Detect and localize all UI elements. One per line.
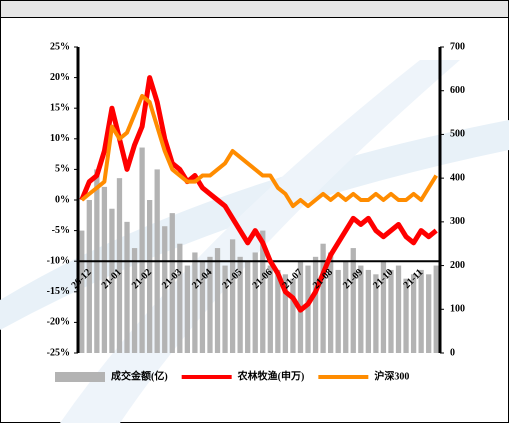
bar — [343, 261, 349, 353]
y2-tick-label: 400 — [450, 172, 465, 183]
y-tick-label: -10% — [47, 255, 70, 266]
legend-swatch — [55, 372, 105, 382]
bar — [426, 274, 432, 353]
bar — [162, 226, 168, 353]
bar — [109, 208, 115, 353]
y-tick-label: 10% — [50, 133, 70, 144]
legend-label: 成交金额(亿) — [111, 369, 168, 382]
bar — [222, 265, 228, 353]
y2-tick-label: 100 — [450, 304, 465, 315]
bar — [116, 178, 123, 353]
bar — [410, 274, 417, 353]
bar — [147, 200, 153, 353]
bar — [282, 274, 289, 353]
bar — [290, 278, 296, 353]
y2-tick-label: 600 — [450, 85, 465, 96]
bar — [365, 269, 371, 353]
y-tick-label: -15% — [47, 286, 70, 297]
line — [79, 75, 438, 313]
bar — [395, 265, 402, 353]
bar — [418, 269, 424, 353]
bar — [335, 269, 341, 353]
y-tick-label: 0% — [55, 194, 70, 205]
bar — [124, 221, 130, 353]
y-tick-label: 15% — [50, 102, 70, 113]
bar — [320, 243, 326, 353]
bar — [192, 252, 198, 353]
bar — [373, 274, 379, 353]
bar — [229, 239, 236, 353]
bar — [169, 213, 175, 353]
bar — [86, 200, 92, 353]
bar — [199, 261, 206, 353]
legend-label: 沪深300 — [374, 369, 409, 382]
bar — [275, 269, 281, 353]
y-tick-label: 25% — [50, 41, 70, 52]
bar — [139, 147, 145, 353]
bar — [79, 230, 85, 353]
bar — [207, 256, 213, 353]
y2-tick-label: 700 — [450, 41, 465, 52]
bar — [380, 261, 387, 353]
bar — [214, 248, 221, 353]
y2-tick-label: 500 — [450, 129, 465, 140]
bar — [267, 265, 273, 353]
y-tick-label: -20% — [47, 317, 70, 328]
bar — [252, 252, 258, 353]
bar — [328, 252, 334, 353]
background-swoosh — [0, 120, 509, 330]
bar — [403, 278, 409, 353]
bar — [101, 186, 108, 353]
bar — [131, 248, 138, 353]
header-bar — [0, 0, 509, 18]
y-tick-label: -25% — [47, 347, 70, 358]
legend-label: 农林牧渔(申万) — [237, 369, 305, 382]
line — [80, 93, 438, 209]
y-tick-label: 5% — [55, 164, 70, 175]
y-tick-label: -5% — [52, 225, 70, 236]
bar — [388, 269, 394, 353]
bar — [177, 243, 183, 353]
bar — [245, 261, 251, 353]
y2-tick-label: 200 — [450, 260, 465, 271]
y-tick-label: 20% — [50, 72, 70, 83]
bar — [260, 230, 266, 353]
y2-tick-label: 300 — [450, 216, 465, 227]
bar — [305, 265, 311, 353]
bar — [358, 265, 364, 353]
bar — [433, 265, 439, 353]
bar — [184, 265, 190, 353]
y2-tick-label: 0 — [450, 347, 455, 358]
bar — [350, 248, 356, 353]
bar — [237, 256, 243, 353]
bar — [312, 256, 319, 353]
